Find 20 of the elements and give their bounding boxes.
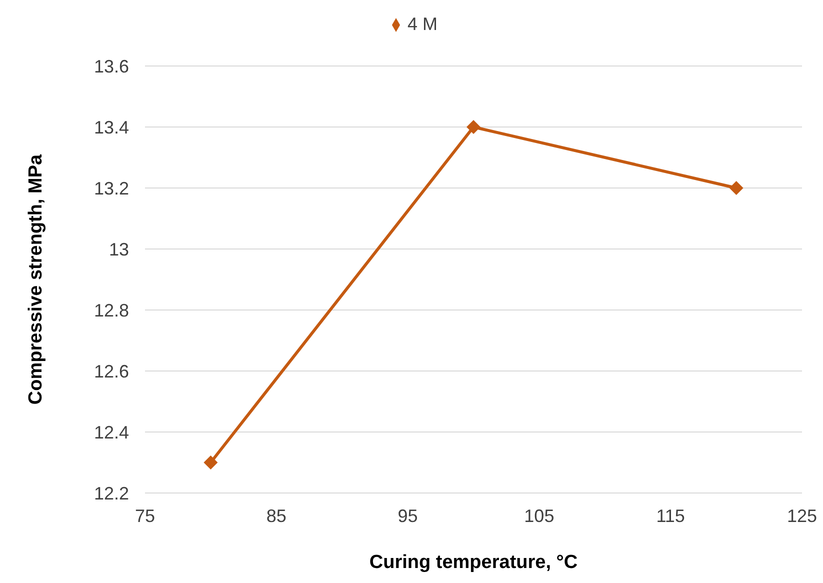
y-axis-title: Compressive strength, MPa [26, 154, 47, 405]
x-tick-label: 95 [398, 506, 418, 526]
y-tick-label: 12.6 [94, 361, 129, 382]
y-tick-label: 12.4 [94, 422, 129, 442]
y-tick-label: 13.6 [94, 56, 129, 76]
y-tick-label: 12.8 [94, 300, 129, 320]
y-tick-label: 13 [108, 239, 129, 260]
legend-label: 4 M [407, 14, 438, 34]
point [729, 181, 744, 195]
x-tick-label: 105 [524, 506, 554, 526]
y-tick-label: 13.4 [94, 117, 129, 138]
point [466, 120, 480, 134]
x-tick-label: 75 [134, 506, 156, 526]
x-tick-label: 125 [786, 506, 818, 526]
y-tick-label: 12.2 [94, 483, 129, 504]
x-tick-label: 85 [266, 506, 286, 526]
x-tick-label: 115 [656, 506, 685, 526]
point [204, 456, 218, 470]
x-axis-title: Curing temperature, °C [369, 552, 578, 573]
y-tick-label: 13.2 [94, 178, 129, 198]
